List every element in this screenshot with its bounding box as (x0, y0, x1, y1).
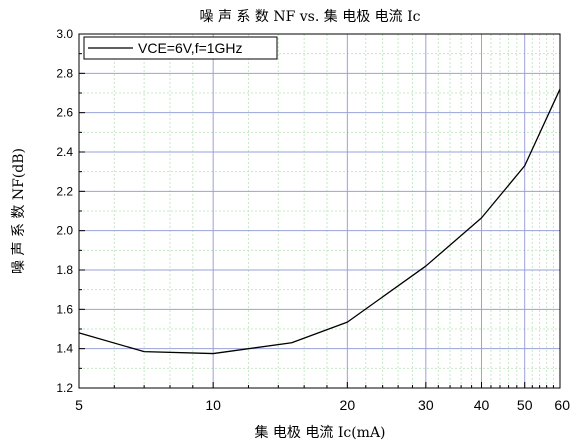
series-line-1 (78, 88, 561, 355)
y-tick-label: 2.8 (56, 66, 73, 80)
y-tick-label: 2.2 (56, 184, 73, 198)
y-tick-label: 1.2 (56, 381, 73, 395)
chart-title: 噪 声 系 数 NF vs. 集 电极 电流 Ic (200, 8, 421, 25)
x-tick-label: 10 (205, 397, 221, 413)
x-tick-labels: 5 10 20 30 40 50 60 (75, 397, 570, 413)
x-tick-label: 50 (517, 397, 533, 413)
legend: VCE=6V,f=1GHz (83, 36, 278, 60)
series-lines (78, 88, 561, 355)
axis-ticks (78, 33, 561, 389)
x-axis-label: 集 电极 电流 Ic(mA) (254, 424, 385, 441)
x-tick-label: 5 (75, 397, 83, 413)
x-tick-label: 30 (418, 397, 434, 413)
y-tick-label: 1.4 (56, 342, 73, 356)
minor-gridlines (79, 34, 560, 388)
y-tick-label: 1.6 (56, 302, 73, 316)
y-tick-label: 3.0 (56, 27, 73, 41)
x-tick-label: 20 (340, 397, 356, 413)
y-tick-label: 2.4 (56, 145, 73, 159)
x-tick-label: 40 (474, 397, 490, 413)
legend-box (83, 36, 278, 60)
y-tick-labels: 1.2 1.4 1.6 1.8 2.0 2.2 2.4 2.6 2.8 3.0 (56, 27, 73, 395)
y-tick-label: 1.8 (56, 263, 73, 277)
x-tick-label: 60 (554, 397, 570, 413)
y-tick-label: 2.0 (56, 224, 73, 238)
major-gridlines (79, 34, 560, 388)
legend-label: VCE=6V,f=1GHz (138, 40, 243, 56)
y-axis-label: 噪 声 系 数 NF(dB) (11, 148, 27, 274)
y-tick-label: 2.6 (56, 106, 73, 120)
